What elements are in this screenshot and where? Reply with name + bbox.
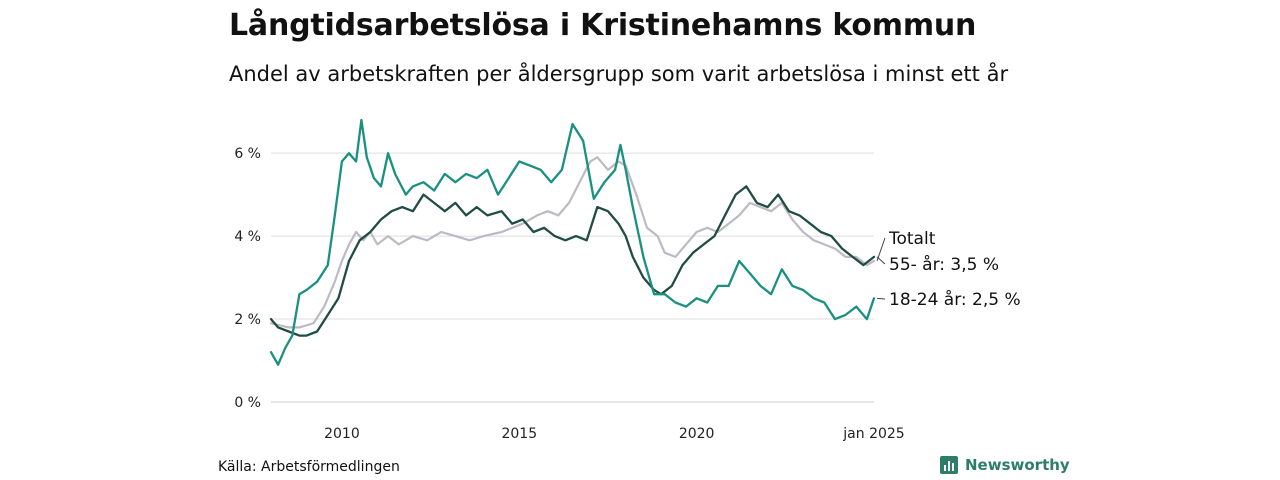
x-axis-ticks: 2010 2015 2020 jan 2025 [324, 426, 905, 442]
gridlines [271, 152, 874, 403]
label-leader [876, 237, 886, 262]
series-line-18-24[interactable] [269, 118, 876, 366]
brand-name: Newsworthy [965, 456, 1070, 474]
series-lines [269, 118, 876, 366]
series-line-55[interactable] [269, 185, 876, 337]
series-labels: Totalt 55- år: 3,5 % 18-24 år: 2,5 % [876, 229, 1021, 310]
x-tick-label: 2015 [501, 426, 537, 442]
x-tick-label: 2010 [324, 426, 360, 442]
chart-title: Långtidsarbetslösa i Kristinehamns kommu… [229, 8, 977, 43]
series-label-18-24: 18-24 år: 2,5 % [889, 289, 1021, 310]
chart-subtitle: Andel av arbetskraften per åldersgrupp s… [229, 62, 1009, 86]
y-tick-label: 4 % [234, 229, 261, 245]
series-label-55: 55- år: 3,5 % [889, 254, 999, 275]
y-tick-label: 6 % [234, 146, 261, 162]
series-line-totalt[interactable] [269, 156, 876, 329]
brand-logo[interactable]: Newsworthy [939, 455, 1070, 475]
newsworthy-icon [940, 456, 958, 474]
label-leader [876, 256, 886, 265]
x-tick-label: jan 2025 [842, 426, 904, 442]
label-leader [876, 297, 886, 300]
source-note: Källa: Arbetsförmedlingen [218, 459, 400, 475]
x-tick-label: 2020 [679, 426, 715, 442]
y-axis-ticks: 0 % 2 % 4 % 6 % [234, 146, 261, 411]
y-tick-label: 2 % [234, 312, 261, 328]
series-label-totalt: Totalt [888, 229, 936, 249]
y-tick-label: 0 % [234, 395, 261, 411]
